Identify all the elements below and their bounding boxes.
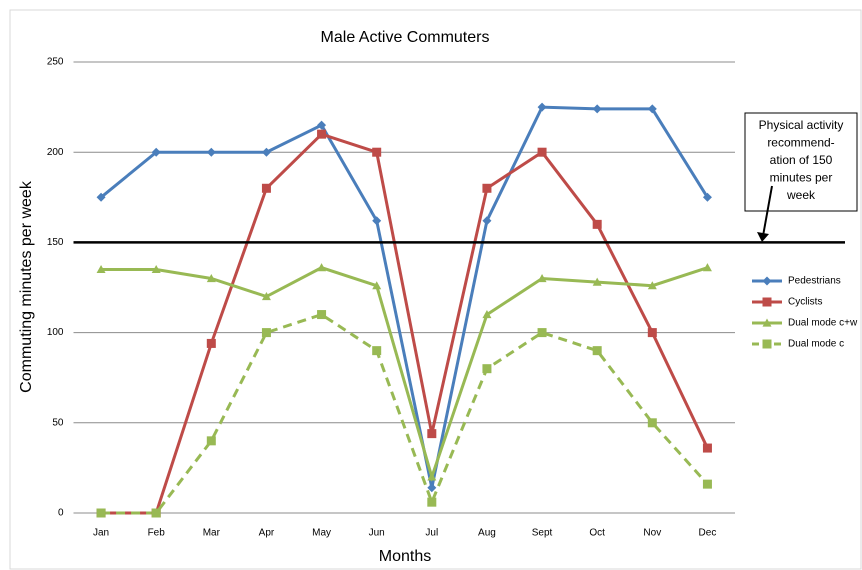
x-tick-label: Aug [478, 528, 496, 539]
point-marker [592, 219, 602, 229]
y-tick-label: 200 [47, 147, 64, 158]
legend-marker [762, 339, 772, 349]
annotation-arrow [762, 185, 773, 237]
point-marker [537, 147, 547, 157]
point-marker [206, 273, 216, 283]
legend-label: Cyclists [788, 297, 822, 308]
annotation-text: ation of 150 [770, 153, 833, 167]
point-marker [482, 183, 492, 193]
point-marker [151, 264, 161, 274]
y-tick-label: 150 [47, 237, 64, 248]
x-tick-label: Jan [93, 528, 109, 539]
series-line [101, 266, 708, 482]
legend-label: Dual mode c [788, 339, 844, 350]
x-axis-label: Months [379, 548, 431, 565]
point-marker [372, 216, 382, 226]
y-axis-label: Commuting minutes per week [18, 180, 35, 393]
point-marker [482, 364, 492, 374]
point-marker [702, 443, 712, 453]
point-marker [372, 147, 382, 157]
y-tick-label: 50 [52, 417, 64, 428]
point-marker [261, 183, 271, 193]
x-tick-label: Dec [699, 528, 717, 539]
point-marker [427, 429, 437, 439]
x-tick-label: Oct [589, 528, 605, 539]
x-tick-label: Jul [425, 528, 438, 539]
point-marker [96, 192, 106, 202]
point-marker [537, 328, 547, 338]
point-marker [151, 147, 161, 157]
point-marker [96, 264, 106, 274]
point-marker [702, 479, 712, 489]
point-marker [647, 328, 657, 338]
legend-marker [762, 297, 772, 307]
point-marker [261, 328, 271, 338]
point-marker [647, 281, 657, 290]
chart-frame [9, 9, 862, 570]
point-marker [537, 102, 547, 112]
point-marker [206, 147, 216, 157]
point-marker [482, 216, 492, 226]
point-marker [592, 104, 602, 114]
point-marker [592, 277, 602, 286]
point-marker [317, 310, 327, 320]
point-marker [317, 120, 327, 130]
point-marker [261, 292, 271, 301]
x-tick-label: Jun [369, 528, 385, 539]
point-marker [151, 508, 161, 518]
legend-marker [762, 276, 772, 286]
legend-label: Dual mode c+w [788, 318, 858, 329]
annotation-text: Physical activity [759, 118, 844, 132]
point-marker [372, 281, 382, 290]
series-line [101, 312, 709, 515]
x-tick-label: Sept [532, 528, 553, 539]
annotation-box [744, 112, 858, 212]
x-tick-label: Apr [259, 528, 275, 539]
x-tick-label: Mar [203, 528, 221, 539]
point-marker [592, 346, 602, 356]
x-tick-label: Nov [643, 528, 661, 539]
y-tick-label: 100 [47, 327, 64, 338]
annotation-text: minutes per [770, 171, 833, 185]
point-marker [372, 346, 382, 356]
point-marker [206, 338, 216, 348]
x-tick-label: Feb [148, 528, 166, 539]
point-marker [427, 472, 437, 481]
point-marker [261, 147, 271, 157]
annotation-text: week [786, 188, 816, 202]
x-tick-label: May [312, 528, 331, 539]
y-tick-label: 0 [58, 508, 64, 519]
point-marker [206, 436, 216, 446]
point-marker [317, 263, 327, 272]
legend-label: Pedestrians [788, 276, 841, 287]
annotation-text: recommend- [767, 136, 834, 150]
series-line [100, 105, 709, 489]
point-marker [427, 497, 437, 507]
legend-marker [762, 318, 772, 327]
annotation-arrowhead [757, 232, 769, 242]
point-marker [537, 273, 547, 283]
point-marker [647, 104, 657, 114]
point-marker [702, 263, 712, 272]
point-marker [317, 129, 327, 139]
point-marker [647, 418, 657, 428]
point-marker [702, 192, 712, 202]
point-marker [427, 483, 437, 493]
point-marker [96, 508, 106, 518]
point-marker [482, 310, 492, 319]
y-tick-label: 250 [47, 57, 64, 68]
chart-title: Male Active Commuters [321, 29, 490, 46]
